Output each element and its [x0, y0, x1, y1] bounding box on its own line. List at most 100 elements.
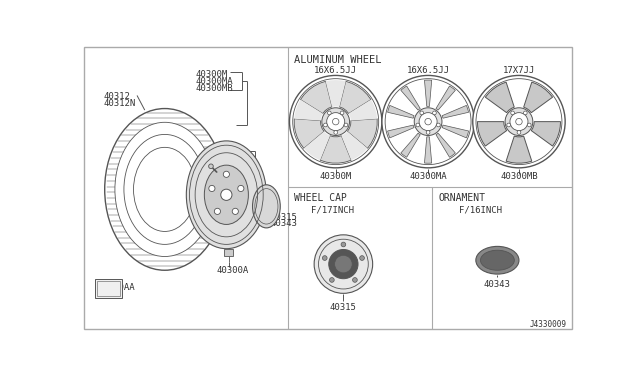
Text: ORNAMENT: ORNAMENT — [438, 193, 485, 203]
Ellipse shape — [134, 147, 196, 231]
Circle shape — [527, 123, 531, 127]
Bar — [97, 281, 120, 296]
Polygon shape — [485, 82, 515, 113]
Circle shape — [436, 123, 440, 127]
Polygon shape — [294, 119, 324, 148]
Polygon shape — [506, 136, 532, 163]
Text: 40300MA: 40300MA — [196, 77, 233, 86]
Text: 40300M: 40300M — [319, 173, 352, 182]
Text: ALUMINUM WHEEL: ALUMINUM WHEEL — [294, 55, 381, 65]
Circle shape — [382, 76, 474, 168]
Text: NISSAN: NISSAN — [488, 258, 507, 263]
Polygon shape — [388, 105, 414, 118]
Circle shape — [344, 123, 348, 127]
Polygon shape — [304, 131, 330, 160]
Polygon shape — [442, 125, 468, 138]
Circle shape — [517, 131, 521, 134]
Ellipse shape — [253, 185, 280, 228]
Text: 40300M: 40300M — [196, 70, 228, 79]
Ellipse shape — [115, 122, 214, 257]
Text: 40300A: 40300A — [216, 266, 248, 275]
Polygon shape — [436, 86, 456, 110]
Ellipse shape — [481, 250, 515, 270]
Circle shape — [511, 111, 515, 115]
Circle shape — [414, 108, 442, 135]
Circle shape — [232, 208, 238, 214]
Circle shape — [332, 118, 339, 125]
Polygon shape — [339, 81, 371, 113]
Text: WHEEL CAP: WHEEL CAP — [294, 193, 347, 203]
Polygon shape — [424, 137, 432, 163]
Polygon shape — [424, 80, 432, 106]
Text: J4330009: J4330009 — [530, 320, 566, 329]
Circle shape — [505, 108, 533, 135]
Text: 40311: 40311 — [193, 166, 220, 175]
Circle shape — [416, 123, 420, 127]
Circle shape — [322, 108, 349, 135]
Circle shape — [326, 113, 345, 131]
Polygon shape — [300, 81, 332, 113]
Circle shape — [314, 235, 372, 294]
Circle shape — [341, 242, 346, 247]
Circle shape — [237, 185, 244, 192]
Circle shape — [335, 255, 352, 273]
Circle shape — [330, 278, 334, 282]
Polygon shape — [294, 100, 323, 121]
Circle shape — [360, 256, 364, 260]
Bar — [95, 279, 122, 298]
Polygon shape — [348, 119, 377, 148]
Circle shape — [473, 76, 565, 168]
Polygon shape — [442, 105, 468, 118]
Circle shape — [353, 278, 357, 282]
Ellipse shape — [105, 109, 225, 270]
Circle shape — [214, 208, 221, 214]
Polygon shape — [326, 80, 346, 107]
Circle shape — [324, 123, 327, 127]
Text: F/17INCH: F/17INCH — [311, 206, 354, 215]
Polygon shape — [477, 122, 507, 146]
Text: 40224: 40224 — [236, 172, 262, 181]
Circle shape — [510, 113, 528, 131]
Circle shape — [340, 111, 344, 115]
Text: 40315: 40315 — [270, 212, 297, 221]
Circle shape — [289, 76, 382, 168]
Circle shape — [334, 131, 337, 134]
Circle shape — [425, 118, 431, 125]
Text: 40315: 40315 — [330, 302, 357, 312]
Circle shape — [209, 164, 213, 169]
Polygon shape — [341, 131, 367, 160]
Polygon shape — [388, 125, 414, 138]
Ellipse shape — [124, 134, 205, 244]
Circle shape — [516, 118, 522, 125]
Circle shape — [507, 123, 511, 127]
Text: 40300AA: 40300AA — [97, 283, 134, 292]
Text: 17X7JJ: 17X7JJ — [503, 66, 535, 75]
Circle shape — [323, 256, 327, 260]
Polygon shape — [401, 86, 420, 110]
Text: 40300MB: 40300MB — [500, 173, 538, 182]
Polygon shape — [436, 133, 456, 157]
Circle shape — [329, 250, 358, 279]
Text: 40312: 40312 — [103, 92, 130, 102]
Text: F/16INCH: F/16INCH — [459, 206, 502, 215]
Polygon shape — [320, 136, 351, 163]
Circle shape — [209, 185, 215, 192]
Polygon shape — [401, 133, 420, 157]
Text: 40343: 40343 — [484, 280, 511, 289]
Ellipse shape — [476, 246, 519, 274]
Text: 16X6.5JJ: 16X6.5JJ — [314, 66, 357, 75]
Text: 40312N: 40312N — [103, 99, 136, 108]
Circle shape — [420, 111, 424, 115]
Circle shape — [433, 111, 436, 115]
Circle shape — [426, 131, 430, 134]
Text: 40343: 40343 — [270, 219, 297, 228]
Text: 16X6.5JJ: 16X6.5JJ — [406, 66, 450, 75]
Polygon shape — [531, 122, 561, 146]
Text: 40300MB: 40300MB — [196, 84, 233, 93]
Circle shape — [223, 171, 230, 177]
Circle shape — [419, 113, 437, 131]
Circle shape — [524, 111, 527, 115]
Polygon shape — [349, 100, 377, 121]
Bar — [224, 250, 234, 256]
Circle shape — [221, 189, 232, 201]
